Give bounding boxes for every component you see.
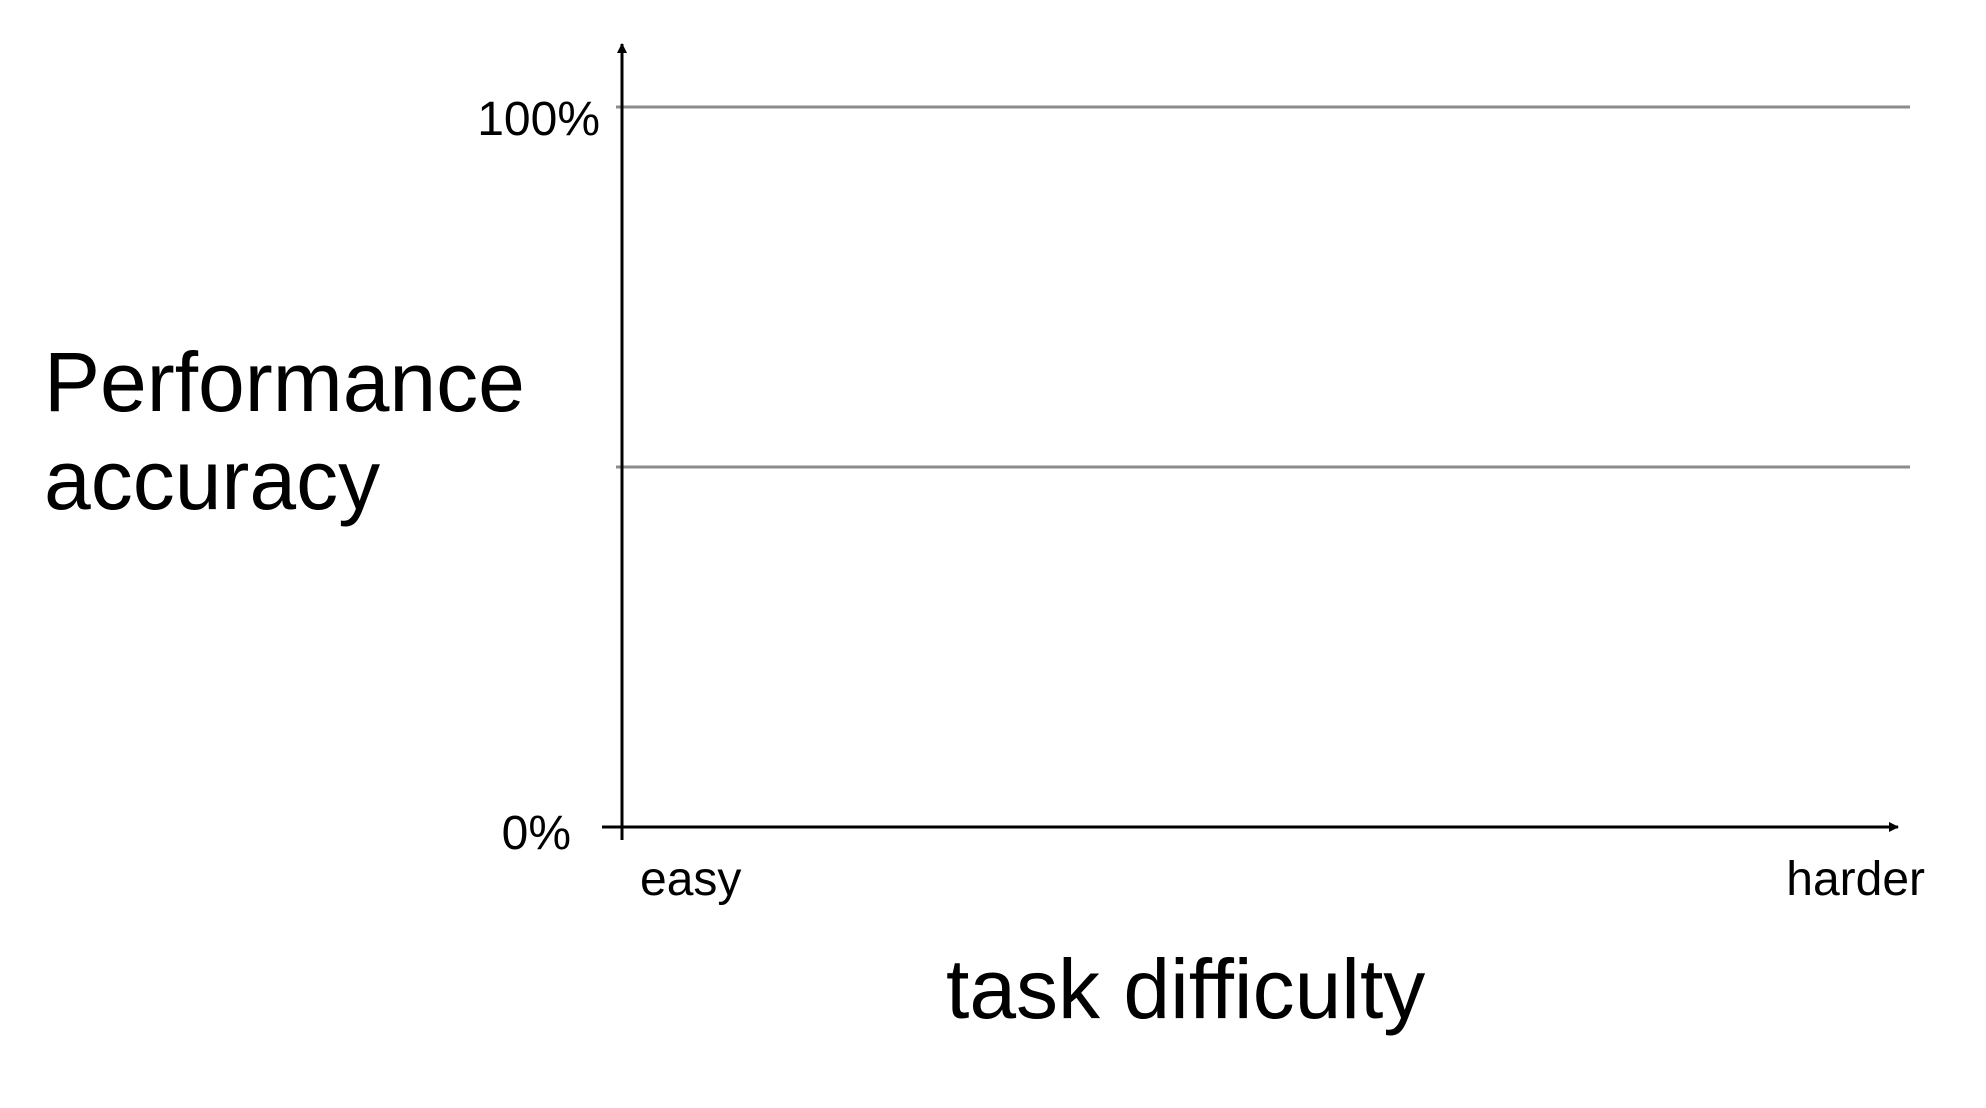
- x-category-label-harder: harder: [1786, 853, 1925, 906]
- y-axis-title-line-1: Performance: [44, 335, 525, 429]
- y-axis-title: Performance accuracy: [44, 333, 525, 529]
- y-tick-label-100: 100%: [477, 93, 600, 146]
- y-tick-label-0: 0%: [501, 807, 571, 860]
- gridlines: [616, 105, 1910, 469]
- x-axis-title: task difficulty: [946, 942, 1426, 1036]
- x-category-label-easy: easy: [640, 853, 742, 906]
- y-axis-title-line-2: accuracy: [44, 433, 381, 527]
- axes: [602, 43, 1899, 840]
